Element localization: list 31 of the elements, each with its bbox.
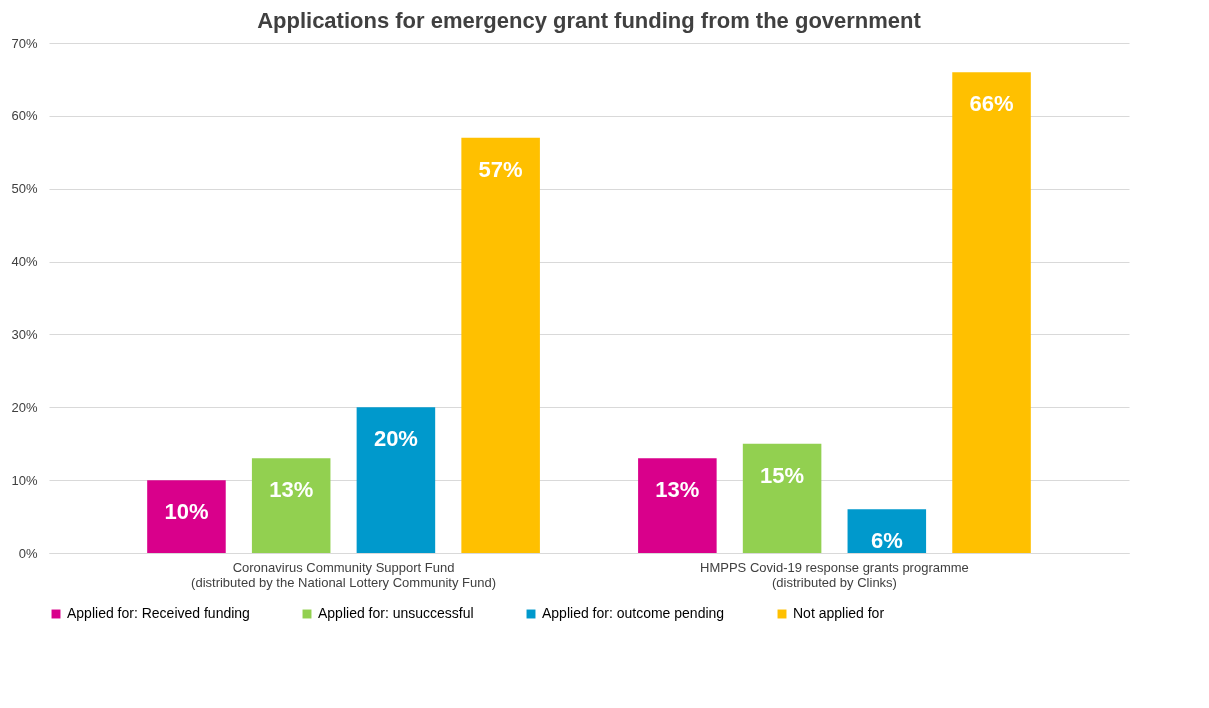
y-tick-label: 40%: [11, 254, 38, 270]
data-label: 57%: [478, 156, 523, 182]
bar: [356, 407, 436, 553]
y-tick-label: 70%: [11, 35, 38, 51]
x-tick-label: HMPPS Covid-19 response grants programme (distributed by Clinks): [700, 559, 969, 590]
bar: [147, 480, 226, 553]
data-label: 13%: [655, 477, 700, 503]
y-tick-label: 20%: [11, 399, 38, 415]
data-label: 66%: [969, 91, 1014, 117]
y-tick-label: 0%: [18, 545, 38, 561]
bar: [952, 72, 1031, 553]
y-tick-label: 50%: [11, 181, 38, 197]
legend-label: Applied for: unsuccessful: [318, 605, 474, 621]
bar: [847, 509, 927, 553]
bar: [742, 443, 822, 553]
data-label: 6%: [870, 528, 903, 554]
data-label: 15%: [760, 462, 805, 488]
bar: [461, 137, 540, 553]
y-tick-label: 60%: [11, 108, 38, 124]
x-tick-label: Coronavirus Community Support Fund (distributed by the National Lottery Community Fund): [191, 559, 497, 590]
data-label: 20%: [373, 426, 418, 452]
bar: [251, 458, 331, 553]
y-tick-label: 10%: [11, 472, 38, 488]
bar: [638, 458, 717, 553]
legend-label: Not applied for: [793, 605, 885, 621]
legend-label: Applied for: Received funding: [67, 605, 250, 621]
data-label: 10%: [164, 499, 209, 525]
chart-title: Applications for emergency grant funding from the government: [257, 8, 922, 33]
y-tick-label: 30%: [11, 326, 38, 342]
data-label: 13%: [269, 477, 314, 503]
legend-label: Applied for: outcome pending: [542, 605, 725, 621]
